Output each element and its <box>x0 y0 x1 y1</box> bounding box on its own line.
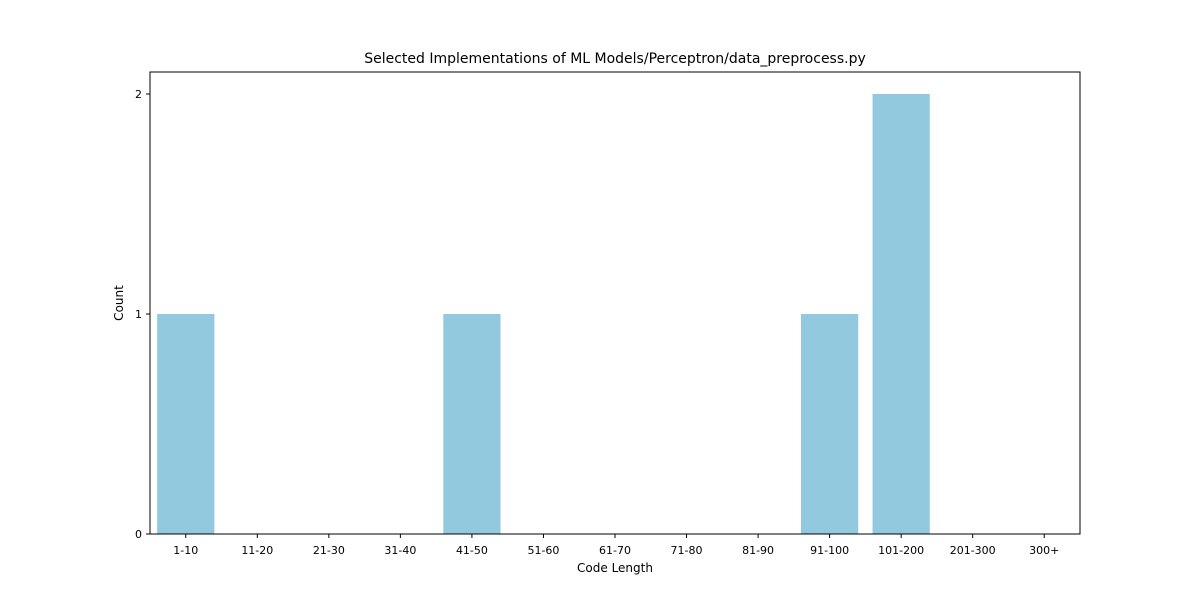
x-tick-label: 1-10 <box>173 544 198 557</box>
x-tick-label: 91-100 <box>810 544 849 557</box>
bar-101-200 <box>872 94 930 534</box>
bars-layer <box>157 94 930 534</box>
x-tick-label: 41-50 <box>456 544 488 557</box>
plot-frame <box>149 71 1081 535</box>
bar-1-10 <box>157 314 215 534</box>
bar-41-50 <box>443 314 501 534</box>
y-axis-label: Count <box>112 285 126 321</box>
x-tick-label: 11-20 <box>241 544 273 557</box>
x-tick-label: 81-90 <box>742 544 774 557</box>
y-axis-ticks: 0 1 2 <box>135 88 150 541</box>
bar-91-100 <box>801 314 859 534</box>
x-tick-label: 21-30 <box>313 544 345 557</box>
x-tick-label: 51-60 <box>527 544 559 557</box>
x-tick-label: 300+ <box>1029 544 1059 557</box>
y-tick-label: 1 <box>135 308 142 321</box>
x-axis-ticks: 1-10 11-20 21-30 31-40 41-50 51-60 61-70 71-80 8… <box>173 534 1059 557</box>
x-tick-label: 31-40 <box>384 544 416 557</box>
y-tick-label: 2 <box>135 88 142 101</box>
x-axis-label: Code Length <box>577 561 653 575</box>
y-tick-label: 0 <box>135 528 142 541</box>
x-tick-label: 71-80 <box>671 544 703 557</box>
x-tick-label: 101-200 <box>878 544 924 557</box>
x-tick-label: 201-300 <box>950 544 996 557</box>
x-tick-label: 61-70 <box>599 544 631 557</box>
chart-title: Selected Implementations of ML Models/Pe… <box>364 51 866 67</box>
